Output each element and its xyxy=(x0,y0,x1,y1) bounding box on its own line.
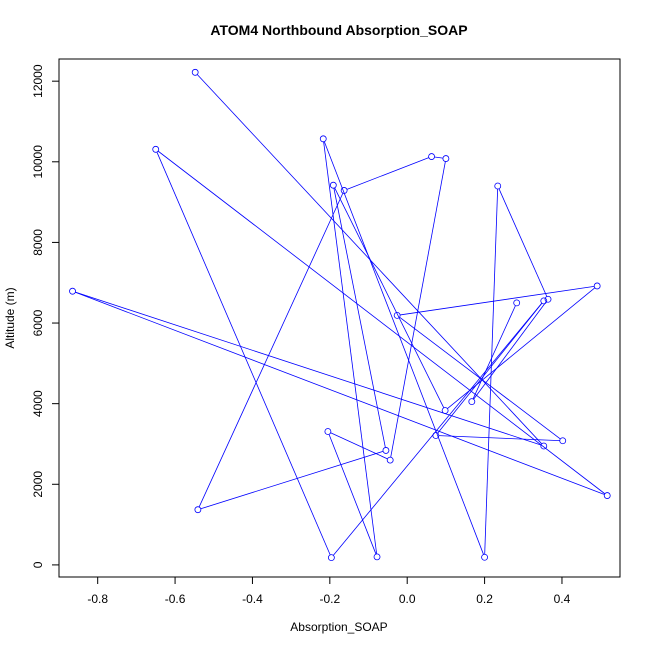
data-point xyxy=(494,182,502,190)
data-point xyxy=(432,432,440,439)
x-tick-label: -0.4 xyxy=(242,592,263,606)
series-segment xyxy=(156,151,331,556)
data-point xyxy=(441,407,449,414)
series-segment xyxy=(484,188,499,555)
data-point xyxy=(593,282,601,290)
series-segment xyxy=(75,291,605,495)
y-tick-label: 12000 xyxy=(31,64,45,98)
series-segment xyxy=(472,305,516,400)
data-point xyxy=(319,135,327,143)
series-segment xyxy=(473,301,547,400)
data-point xyxy=(603,492,611,499)
chart-title: ATOM4 Northbound Absorption_SOAP xyxy=(210,22,467,38)
series-segment xyxy=(498,188,548,297)
series-layer xyxy=(69,68,611,562)
data-point xyxy=(468,398,476,406)
series-segment xyxy=(332,302,543,556)
y-tick-label: 0 xyxy=(31,561,45,568)
data-point xyxy=(382,447,390,454)
data-point xyxy=(559,437,567,445)
series-segment xyxy=(400,285,595,316)
x-axis-label: Absorption_SOAP xyxy=(290,620,387,634)
data-point xyxy=(544,295,552,303)
series-segment xyxy=(323,141,484,555)
series-segment xyxy=(434,156,443,159)
data-point xyxy=(327,554,335,562)
series-segment xyxy=(323,141,378,554)
y-tick-label: 10000 xyxy=(31,145,45,179)
data-point xyxy=(194,506,202,514)
x-tick-label: -0.8 xyxy=(87,592,108,606)
data-point xyxy=(69,287,76,295)
y-axis-label: Altitude (m) xyxy=(3,287,17,348)
data-point xyxy=(152,145,160,153)
data-point xyxy=(386,456,394,464)
x-axis: -0.8 -0.6 -0.4 -0.2 0.0 0.2 0.4 xyxy=(87,576,571,606)
series-segment xyxy=(399,316,561,440)
data-point xyxy=(428,153,435,160)
y-tick-label: 4000 xyxy=(31,390,45,417)
x-tick-label: -0.6 xyxy=(165,592,186,606)
y-tick-label: 2000 xyxy=(31,471,45,498)
series-segment xyxy=(330,432,388,460)
series-segment xyxy=(198,192,344,508)
series-segment xyxy=(333,188,386,448)
x-tick-label: -0.2 xyxy=(319,592,340,606)
data-point xyxy=(329,181,337,189)
data-point xyxy=(540,297,548,305)
data-point xyxy=(540,442,548,450)
x-tick-label: 0.0 xyxy=(399,592,416,606)
y-axis: 0 2000 4000 6000 8000 10000 12000 xyxy=(31,64,60,568)
x-tick-label: 0.2 xyxy=(476,592,493,606)
data-point xyxy=(191,68,199,76)
x-tick-label: 0.4 xyxy=(554,592,571,606)
series-segment xyxy=(157,150,606,495)
y-tick-label: 6000 xyxy=(31,309,45,336)
series-segment xyxy=(328,434,377,555)
data-point xyxy=(513,299,521,307)
series-segment xyxy=(334,187,445,409)
series-segment xyxy=(438,435,560,442)
series-segment xyxy=(390,161,446,458)
y-tick-label: 8000 xyxy=(31,229,45,256)
data-point xyxy=(340,187,348,194)
series-segment xyxy=(346,157,429,190)
data-point xyxy=(324,428,332,435)
data-point xyxy=(442,155,450,162)
data-point xyxy=(393,311,401,319)
series-segment xyxy=(75,291,542,446)
series-segment xyxy=(447,287,596,409)
data-point xyxy=(373,553,381,561)
series-segment xyxy=(437,302,543,434)
data-point xyxy=(481,553,488,561)
series-segment xyxy=(200,450,384,510)
